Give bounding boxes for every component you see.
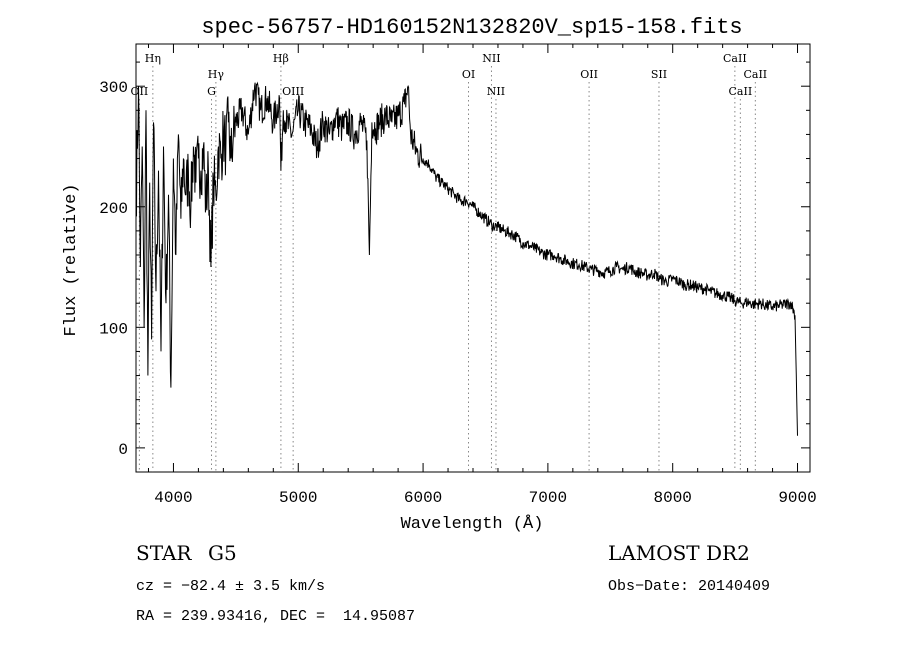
line-marker-label: SII xyxy=(651,68,667,81)
line-marker-label: OII xyxy=(131,85,149,98)
line-marker-label: OIII xyxy=(282,85,304,98)
y-tick-label: 200 xyxy=(99,200,128,218)
line-marker-label: CaII xyxy=(743,68,767,81)
y-axis-label: Flux (relative) xyxy=(62,183,81,336)
line-marker-label: OI xyxy=(462,68,475,81)
x-tick-label: 9000 xyxy=(778,489,816,507)
radec-text: RA = 239.93416, DEC = 14.95087 xyxy=(136,608,415,625)
survey-label: LAMOST DR2 xyxy=(608,541,750,565)
line-marker-label: OII xyxy=(580,68,598,81)
line-marker-label: NII xyxy=(482,52,500,65)
obs-date-text: Obs−Date: 20140409 xyxy=(608,578,770,595)
line-markers-layer: Hη OII Hγ G Hβ OIII OI NII NII OII SII CaII CaII CaII xyxy=(131,52,767,472)
line-marker-label: Hη xyxy=(145,52,161,65)
line-marker-label: NII xyxy=(487,85,505,98)
x-tick-label: 7000 xyxy=(529,489,567,507)
x-tick-label: 5000 xyxy=(279,489,317,507)
y-tick-label: 0 xyxy=(118,441,128,459)
object-subclass: G5 xyxy=(208,541,237,565)
line-marker-label: CaII xyxy=(729,85,753,98)
redshift-text: cz = −82.4 ± 3.5 km/s xyxy=(136,578,325,595)
axis-tick-labels: 4000 5000 6000 7000 8000 9000 0 100 200 300 xyxy=(99,79,817,507)
plot-frame xyxy=(135,43,811,473)
chart-title: spec-56757-HD160152N132820V_sp15-158.fit… xyxy=(201,15,742,40)
x-tick-label: 8000 xyxy=(654,489,692,507)
line-marker-label: Hγ xyxy=(208,68,225,81)
y-tick-label: 300 xyxy=(99,79,128,97)
x-tick-label: 6000 xyxy=(404,489,442,507)
spectrum-line xyxy=(135,81,798,436)
x-axis-label: Wavelength (Å) xyxy=(401,515,544,534)
line-marker-label: Hβ xyxy=(273,52,289,65)
axis-ticks-layer xyxy=(136,44,810,473)
x-tick-label: 4000 xyxy=(154,489,192,507)
y-tick-label: 100 xyxy=(99,320,128,338)
line-marker-label: G xyxy=(207,85,216,98)
line-marker-label: CaII xyxy=(723,52,747,65)
object-class: STAR xyxy=(136,541,192,565)
